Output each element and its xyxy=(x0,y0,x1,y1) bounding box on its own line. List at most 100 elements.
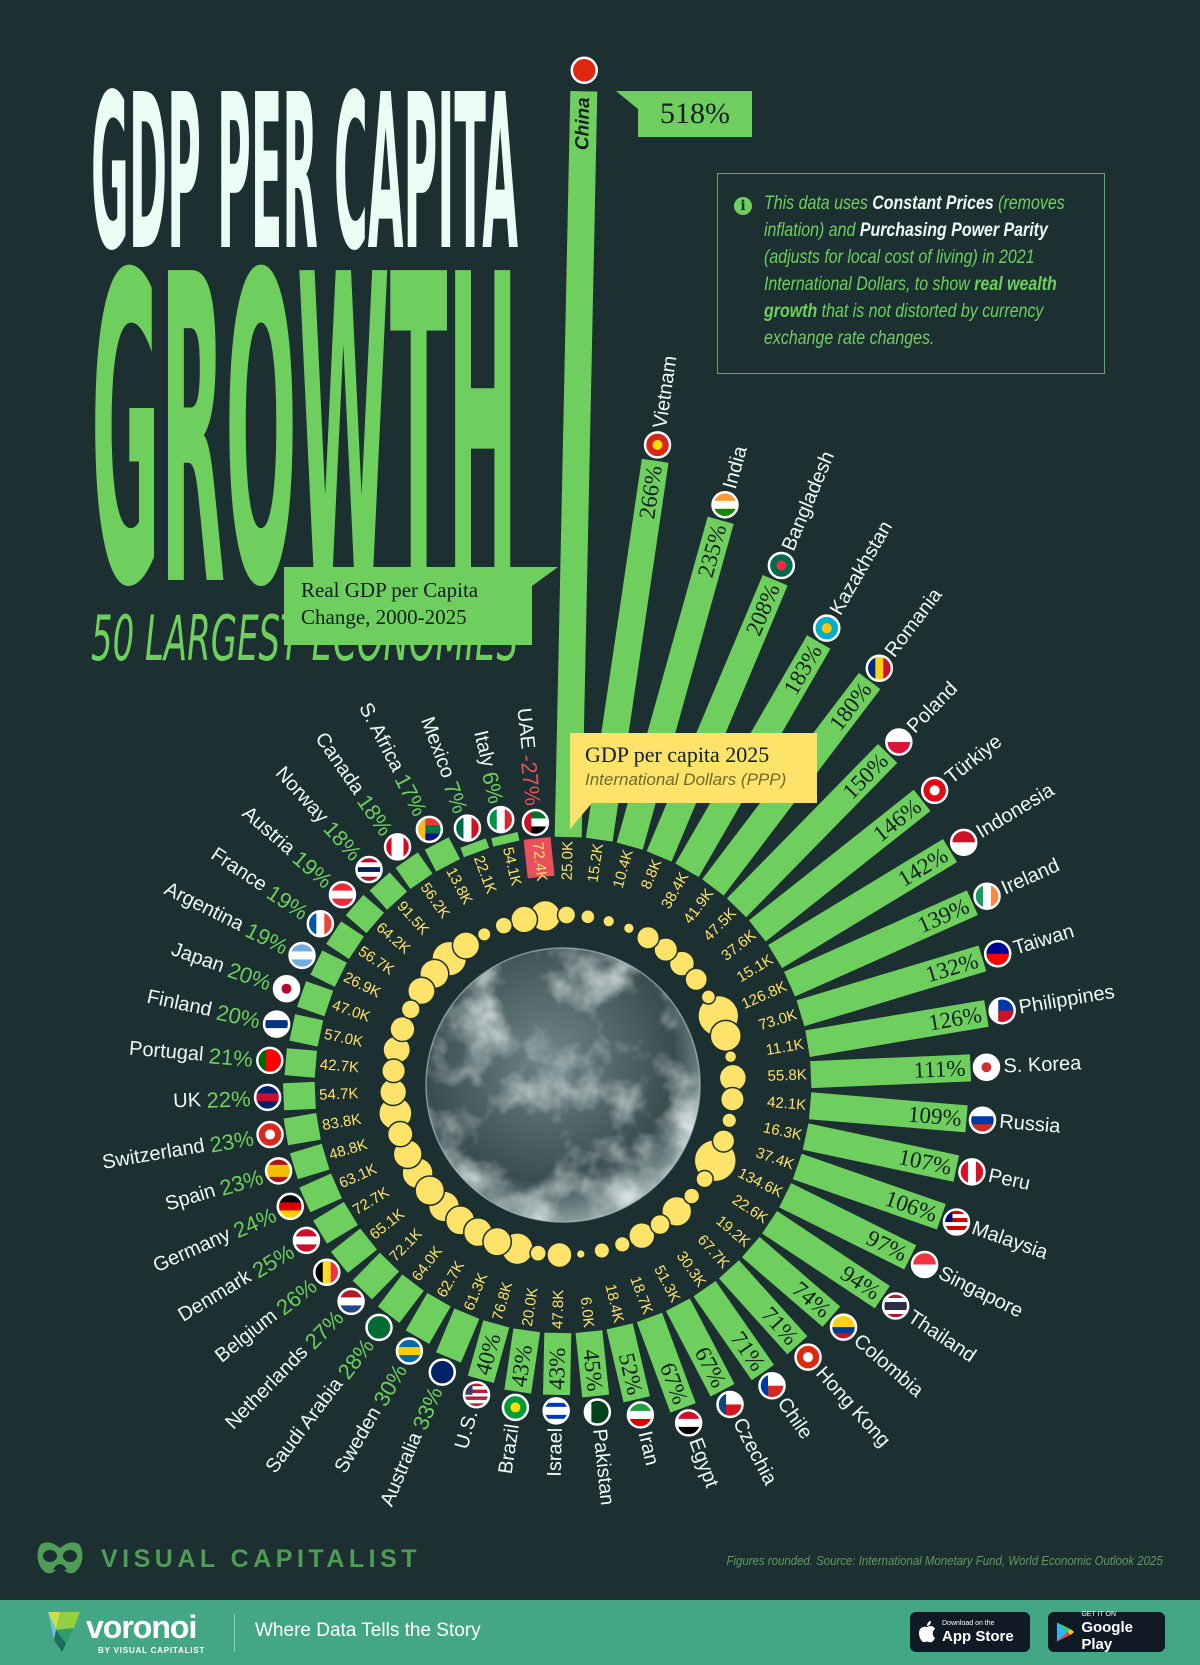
country-label-ireland: Ireland xyxy=(998,854,1063,899)
growth-bar-egypt xyxy=(636,1312,696,1413)
growth-label-australia: 33% xyxy=(407,1383,447,1433)
flag-icon-russia xyxy=(968,1106,997,1134)
country-label-thailand: Thailand xyxy=(904,1306,980,1367)
gdp-value-label-chile: 30.3K xyxy=(673,1248,709,1290)
note-emphasis: real wealth xyxy=(974,274,1057,295)
country-name: UAE xyxy=(512,707,539,756)
growth-bar-thailand xyxy=(762,1210,890,1309)
bar-group-uae: 72.4K UAE -27% xyxy=(512,707,555,882)
growth-bar-norway xyxy=(369,872,408,910)
country-name: Iran xyxy=(634,1429,663,1468)
google-play-big-text: Google Play xyxy=(1081,1619,1133,1653)
gdp-value-label-iran: 18.4K xyxy=(601,1282,627,1324)
gdp-value-label-france: 56.7K xyxy=(355,943,397,979)
growth-bar-argentina xyxy=(310,950,347,987)
flag-icon-argentina xyxy=(288,941,316,970)
country-label-china: China xyxy=(572,97,594,151)
country-name: Spain xyxy=(163,1178,224,1215)
growth-bar-poland xyxy=(726,744,898,918)
growth-bar-chile xyxy=(693,1280,774,1381)
flag-icon-taiwan xyxy=(983,940,1012,968)
note-text: (adjusts for local cost of living) in 20… xyxy=(764,247,1035,268)
source-note: Figures rounded. Source: International M… xyxy=(726,1553,1163,1568)
flag-icon-australia xyxy=(428,1358,457,1386)
country-label-egypt: Egypt xyxy=(684,1435,723,1491)
china-growth-label: 518% xyxy=(660,97,730,130)
country-name: Poland xyxy=(903,678,962,738)
country-name: S. Korea xyxy=(1003,1052,1083,1077)
gdp-value-label-switzerland: 83.8K xyxy=(321,1111,362,1134)
growth-label-germany: 24% xyxy=(229,1202,279,1243)
note-text: (removes xyxy=(993,193,1065,214)
app-store-small-text: Download on the xyxy=(942,1619,995,1627)
gdp-value-label-malaysia: 37.4K xyxy=(754,1144,797,1173)
country-name: Italy xyxy=(469,728,500,774)
gdp-value-label-russia: 42.1K xyxy=(766,1094,806,1114)
gdp-value-label-germany: 63.1K xyxy=(337,1161,380,1192)
country-label-finland: Finland 20% xyxy=(145,984,263,1032)
note-text: exchange rate changes. xyxy=(764,328,935,349)
gdp-value-label-portugal: 42.7K xyxy=(319,1056,359,1076)
growth-label-japan: 20% xyxy=(225,957,275,995)
growth-bar-germany xyxy=(299,1173,342,1213)
country-name: Germany xyxy=(150,1221,239,1277)
country-label-switzerland: Switzerland 23% xyxy=(100,1125,255,1175)
visual-capitalist-logo[interactable]: VISUAL CAPITALIST xyxy=(35,1540,421,1578)
growth-label-sweden: 30% xyxy=(368,1360,412,1411)
growth-label-portugal: 21% xyxy=(208,1043,254,1072)
country-name: Thailand xyxy=(904,1306,980,1367)
country-label-uk: UK 22% xyxy=(173,1086,251,1114)
growth-bar-saudi-arabia xyxy=(377,1274,424,1323)
flag-icon-austria xyxy=(328,880,357,909)
growth-bar-sweden xyxy=(405,1293,451,1344)
country-label-brazil: Brazil xyxy=(495,1423,524,1476)
gdp-value-label-spain: 48.8K xyxy=(327,1136,369,1164)
google-play-button[interactable]: GET IT ON Google Play xyxy=(1048,1611,1165,1653)
country-label-colombia: Colombia xyxy=(849,1330,928,1402)
growth-label-argentina: 19% xyxy=(242,917,293,959)
voronoi-logo[interactable]: voronoi BY VISUAL CAPITALIST xyxy=(46,1609,204,1655)
growth-bar-switzerland xyxy=(283,1113,321,1146)
gdp-value-label-uk: 54.7K xyxy=(319,1085,359,1104)
gdp-bubble-poland xyxy=(668,950,696,977)
gdp-bubble-czechia xyxy=(628,1221,656,1250)
note-emphasis: Constant Prices xyxy=(872,193,994,214)
country-label-chile: Chile xyxy=(773,1393,817,1443)
methodology-line: This data uses Constant Prices (removes xyxy=(764,190,1065,217)
country-name: Kazakhstan xyxy=(826,517,897,619)
growth-bar-portugal xyxy=(284,1048,317,1078)
voronoi-wordmark: voronoi xyxy=(86,1609,197,1645)
legend-gdp-bubbles: GDP per capita 2025 International Dollar… xyxy=(570,733,817,829)
gdp-bubble-australia xyxy=(482,1226,513,1257)
growth-bar-italy xyxy=(491,832,520,847)
bubbles-layer xyxy=(378,899,748,1269)
growth-bar-s-korea xyxy=(810,1054,972,1089)
growth-label-mexico: 7% xyxy=(439,778,474,817)
country-name: Malaysia xyxy=(969,1217,1052,1264)
note-emphasis: Purchasing Power Parity xyxy=(859,220,1048,241)
country-label-poland: Poland xyxy=(903,678,962,738)
growth-bar-czechia xyxy=(665,1298,735,1397)
flag-icon-brazil xyxy=(501,1393,530,1422)
flag-icon-ireland xyxy=(973,882,1001,910)
gdp-bubble-russia xyxy=(719,1086,745,1112)
app-store-button[interactable]: Download on the App Store xyxy=(910,1612,1030,1652)
flag-icon-portugal xyxy=(256,1046,284,1075)
growth-bar-spain xyxy=(289,1143,330,1180)
flag-icon-u-s xyxy=(462,1381,491,1409)
flag-icon-chile xyxy=(758,1371,786,1400)
flag-icon-romania xyxy=(865,654,894,683)
flag-icon-uae xyxy=(521,808,550,837)
bar-group-uk: 54.7K UK 22% xyxy=(173,1081,359,1114)
growth-label-brazil: 43% xyxy=(506,1343,537,1388)
gdp-bubble-thailand xyxy=(695,1169,714,1189)
gdp-bubble-kazakhstan xyxy=(636,925,660,950)
bar-group-russia: 42.1K 109% Russia xyxy=(766,1092,1062,1138)
country-label-u-s: U.S. xyxy=(451,1408,483,1451)
flag-icon-poland xyxy=(885,728,913,756)
growth-bar-belgium xyxy=(330,1228,378,1273)
country-name: Peru xyxy=(986,1165,1032,1195)
gdp-value-label-indonesia: 15.1K xyxy=(734,951,776,986)
country-label-czechia: Czechia xyxy=(728,1414,781,1489)
